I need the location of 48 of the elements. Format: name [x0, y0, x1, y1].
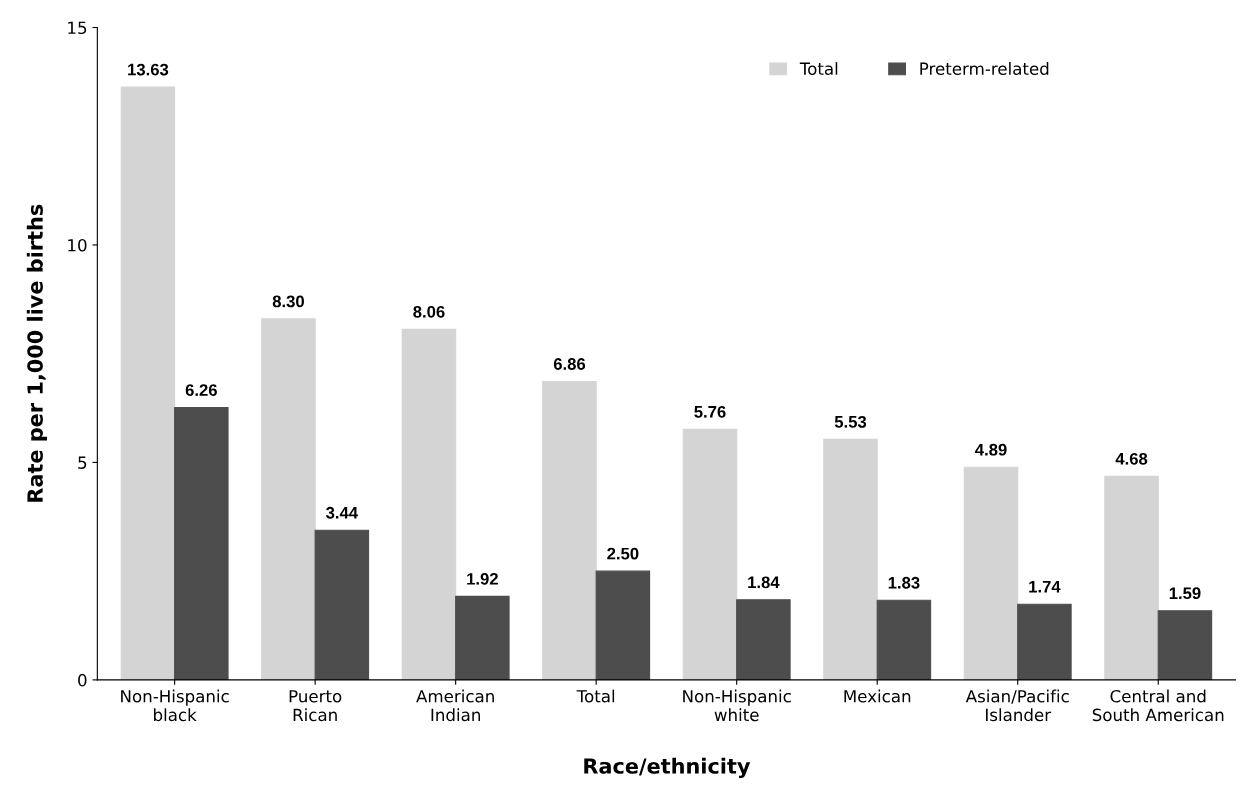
bar [542, 380, 597, 680]
data-label: 8.06 [413, 305, 445, 318]
x-tick-label: Asian/Pacific Islander [965, 689, 1069, 722]
bar [682, 428, 738, 680]
x-tick-label: American Indian [416, 689, 494, 722]
x-axis-title: Race/ethnicity [584, 757, 751, 779]
data-label: 5.76 [694, 405, 726, 418]
bar [455, 595, 510, 680]
data-label: 13.63 [128, 63, 169, 76]
y-tick-label: 0 [78, 673, 87, 687]
bar [314, 529, 370, 680]
x-tick-label: Mexican [844, 689, 911, 703]
bar [736, 599, 791, 680]
bar [876, 599, 932, 680]
bar [963, 466, 1019, 680]
legend-label: Preterm-related [920, 62, 1049, 75]
x-tick-label: Puerto Rican [289, 690, 342, 722]
data-label: 3.44 [326, 506, 358, 519]
x-tick-label: Total [576, 689, 615, 703]
data-label: 5.53 [834, 415, 867, 428]
data-label: 2.50 [607, 547, 639, 560]
legend-label: Total [799, 62, 838, 75]
data-label: 4.89 [975, 443, 1007, 456]
bar [1157, 610, 1213, 680]
y-tick-label: 15 [68, 21, 87, 35]
data-label: 8.30 [272, 295, 304, 308]
data-label: 4.68 [1115, 452, 1148, 465]
bar [174, 407, 229, 680]
bar [1017, 603, 1072, 680]
data-label: 1.84 [748, 576, 780, 589]
data-label: 1.74 [1029, 580, 1061, 593]
bar [1104, 475, 1159, 680]
data-label: 1.83 [888, 576, 920, 589]
x-tick-label: Central and South American [1092, 689, 1224, 722]
y-axis-title: Rate per 1,000 live births [26, 204, 47, 502]
y-tick-label: 5 [78, 456, 87, 469]
bar [401, 328, 457, 680]
bar [261, 318, 316, 680]
y-tick-label: 10 [68, 238, 87, 252]
bar [595, 570, 651, 680]
x-tick-label: Non-Hispanic white [683, 689, 791, 722]
bar [120, 86, 176, 680]
data-label: 6.26 [185, 384, 217, 396]
x-tick-label: Non-Hispanic black [121, 689, 229, 722]
bar [823, 438, 878, 680]
data-label: 1.59 [1169, 587, 1201, 600]
data-label: 6.86 [553, 358, 586, 370]
data-label: 1.92 [467, 572, 498, 585]
